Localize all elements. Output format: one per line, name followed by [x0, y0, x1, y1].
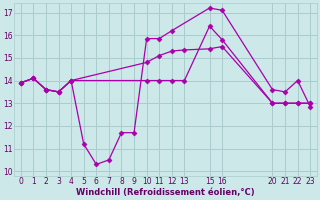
X-axis label: Windchill (Refroidissement éolien,°C): Windchill (Refroidissement éolien,°C) [76, 188, 255, 197]
